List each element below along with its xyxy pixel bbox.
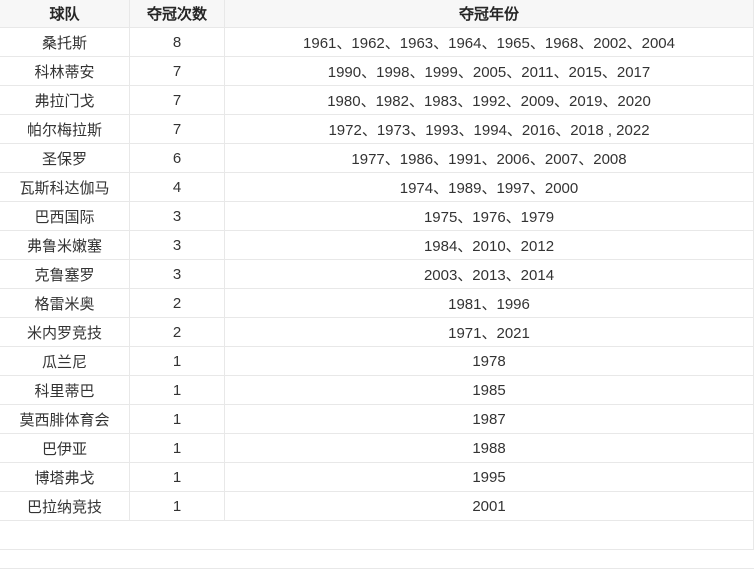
table-row: 巴拉纳竞技 1 2001 [0,492,754,521]
table-row: 科里蒂巴 1 1985 [0,376,754,405]
table-row: 桑托斯 8 1961、1962、1963、1964、1965、1968、2002… [0,28,754,57]
years-cell: 1975、1976、1979 [225,202,754,230]
empty-row [0,521,754,550]
count-cell: 1 [130,405,225,433]
table-row: 格雷米奥 2 1981、1996 [0,289,754,318]
table-row: 弗鲁米嫩塞 3 1984、2010、2012 [0,231,754,260]
team-cell: 瓜兰尼 [0,347,130,375]
table-header-row: 球队 夺冠次数 夺冠年份 [0,0,754,28]
years-cell: 1980、1982、1983、1992、2009、2019、2020 [225,86,754,114]
table-row: 瓜兰尼 1 1978 [0,347,754,376]
years-cell: 1987 [225,405,754,433]
count-cell: 8 [130,28,225,56]
count-cell: 6 [130,144,225,172]
team-cell: 科林蒂安 [0,57,130,85]
table-body: 桑托斯 8 1961、1962、1963、1964、1965、1968、2002… [0,28,754,521]
table-row: 瓦斯科达伽马 4 1974、1989、1997、2000 [0,173,754,202]
table-row: 克鲁塞罗 3 2003、2013、2014 [0,260,754,289]
team-cell: 弗拉门戈 [0,86,130,114]
count-cell: 2 [130,289,225,317]
team-cell: 巴西国际 [0,202,130,230]
header-team: 球队 [0,0,130,27]
team-cell: 帕尔梅拉斯 [0,115,130,143]
count-cell: 2 [130,318,225,346]
team-cell: 米内罗竞技 [0,318,130,346]
years-cell: 1981、1996 [225,289,754,317]
table-row: 帕尔梅拉斯 7 1972、1973、1993、1994、2016、2018 , … [0,115,754,144]
years-cell: 1990、1998、1999、2005、2011、2015、2017 [225,57,754,85]
team-cell: 格雷米奥 [0,289,130,317]
team-cell: 巴拉纳竞技 [0,492,130,520]
count-cell: 1 [130,376,225,404]
team-cell: 桑托斯 [0,28,130,56]
header-count: 夺冠次数 [130,0,225,27]
team-cell: 瓦斯科达伽马 [0,173,130,201]
count-cell: 3 [130,231,225,259]
years-cell: 1995 [225,463,754,491]
years-cell: 1972、1973、1993、1994、2016、2018 , 2022 [225,115,754,143]
years-cell: 1974、1989、1997、2000 [225,173,754,201]
team-cell: 博塔弗戈 [0,463,130,491]
table-row: 博塔弗戈 1 1995 [0,463,754,492]
years-cell: 1988 [225,434,754,462]
years-cell: 1971、2021 [225,318,754,346]
years-cell: 1977、1986、1991、2006、2007、2008 [225,144,754,172]
table-row: 莫西腓体育会 1 1987 [0,405,754,434]
count-cell: 1 [130,347,225,375]
team-cell: 弗鲁米嫩塞 [0,231,130,259]
years-cell: 1985 [225,376,754,404]
count-cell: 4 [130,173,225,201]
team-cell: 科里蒂巴 [0,376,130,404]
years-cell: 2001 [225,492,754,520]
count-cell: 3 [130,202,225,230]
header-years: 夺冠年份 [225,0,754,27]
empty-row-bottom [0,550,754,569]
count-cell: 1 [130,434,225,462]
count-cell: 3 [130,260,225,288]
team-cell: 莫西腓体育会 [0,405,130,433]
table-row: 巴西国际 3 1975、1976、1979 [0,202,754,231]
count-cell: 1 [130,492,225,520]
count-cell: 7 [130,86,225,114]
table-row: 科林蒂安 7 1990、1998、1999、2005、2011、2015、201… [0,57,754,86]
count-cell: 1 [130,463,225,491]
years-cell: 1984、2010、2012 [225,231,754,259]
team-cell: 巴伊亚 [0,434,130,462]
team-cell: 圣保罗 [0,144,130,172]
years-cell: 1961、1962、1963、1964、1965、1968、2002、2004 [225,28,754,56]
table-row: 巴伊亚 1 1988 [0,434,754,463]
count-cell: 7 [130,115,225,143]
team-cell: 克鲁塞罗 [0,260,130,288]
table-row: 圣保罗 6 1977、1986、1991、2006、2007、2008 [0,144,754,173]
years-cell: 1978 [225,347,754,375]
table-row: 弗拉门戈 7 1980、1982、1983、1992、2009、2019、202… [0,86,754,115]
table-row: 米内罗竞技 2 1971、2021 [0,318,754,347]
count-cell: 7 [130,57,225,85]
years-cell: 2003、2013、2014 [225,260,754,288]
